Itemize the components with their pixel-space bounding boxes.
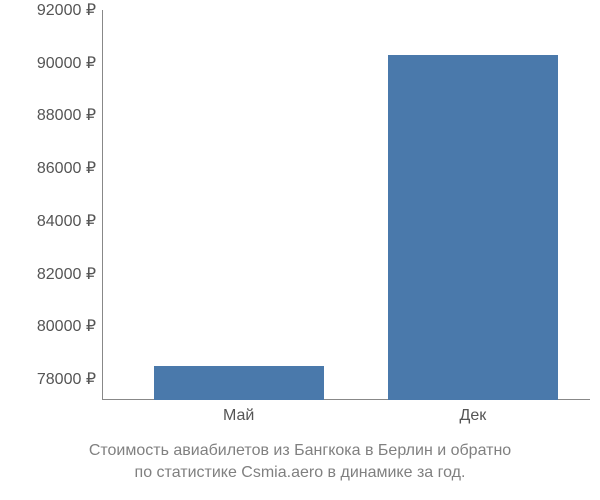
y-tick-label: 78000 ₽ xyxy=(10,369,102,389)
y-tick-label: 90000 ₽ xyxy=(10,53,102,73)
x-tick-label: Май xyxy=(223,407,254,425)
caption-line-1: Стоимость авиабилетов из Бангкока в Берл… xyxy=(89,442,511,459)
y-tick-label: 92000 ₽ xyxy=(10,0,102,20)
x-tick-label: Дек xyxy=(460,407,487,425)
plot-area xyxy=(102,10,590,400)
chart-caption: Стоимость авиабилетов из Бангкока в Берл… xyxy=(0,440,600,483)
y-axis-line xyxy=(102,10,103,400)
x-axis-labels: Май Дек xyxy=(102,405,590,430)
y-tick-label: 84000 ₽ xyxy=(10,211,102,231)
y-axis: 78000 ₽ 80000 ₽ 82000 ₽ 84000 ₽ 86000 ₽ 88000… xyxy=(10,10,102,400)
y-tick-label: 82000 ₽ xyxy=(10,264,102,284)
caption-line-2: по статистике Csmia.aero в динамике за г… xyxy=(135,464,466,481)
bar xyxy=(388,55,558,400)
price-chart: 78000 ₽ 80000 ₽ 82000 ₽ 84000 ₽ 86000 ₽ 88000… xyxy=(10,10,590,430)
y-tick-label: 88000 ₽ xyxy=(10,105,102,125)
bar xyxy=(154,366,324,400)
y-tick-label: 86000 ₽ xyxy=(10,158,102,178)
y-tick-label: 80000 ₽ xyxy=(10,316,102,336)
